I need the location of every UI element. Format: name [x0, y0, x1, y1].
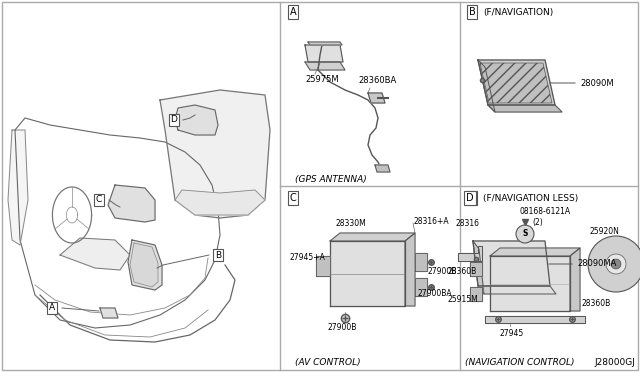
Text: (F/NAVIGATION): (F/NAVIGATION) — [483, 7, 553, 16]
Text: (AV CONTROL): (AV CONTROL) — [295, 358, 360, 367]
Polygon shape — [108, 185, 155, 222]
Text: A: A — [290, 7, 296, 17]
Polygon shape — [368, 93, 385, 103]
Text: (F/NAVIGATION LESS): (F/NAVIGATION LESS) — [483, 193, 579, 202]
Text: 28360BA: 28360BA — [358, 76, 396, 85]
Text: 28360B: 28360B — [448, 266, 477, 276]
Polygon shape — [415, 278, 427, 296]
Text: C: C — [290, 193, 296, 203]
Text: (2): (2) — [532, 218, 543, 228]
Polygon shape — [130, 243, 158, 287]
Polygon shape — [308, 42, 342, 45]
Text: (NAVIGATION CONTROL): (NAVIGATION CONTROL) — [465, 358, 575, 367]
Text: 28330M: 28330M — [335, 218, 365, 228]
Text: 27900B: 27900B — [328, 324, 357, 333]
Text: 28360B: 28360B — [582, 298, 611, 308]
Polygon shape — [330, 241, 405, 306]
Text: 27945+A: 27945+A — [290, 253, 326, 263]
Text: 25915M: 25915M — [448, 295, 479, 304]
Circle shape — [588, 236, 640, 292]
Text: B: B — [468, 7, 476, 17]
Polygon shape — [488, 105, 562, 112]
Text: B: B — [215, 250, 221, 260]
Circle shape — [606, 254, 626, 274]
Text: S: S — [522, 230, 528, 238]
Polygon shape — [330, 233, 415, 241]
Text: 25975M: 25975M — [305, 75, 339, 84]
Text: C: C — [96, 196, 102, 205]
Text: A: A — [49, 304, 55, 312]
Polygon shape — [478, 286, 556, 294]
Polygon shape — [305, 62, 345, 70]
Text: 27945: 27945 — [500, 328, 524, 337]
Text: B: B — [468, 193, 476, 203]
Text: D: D — [466, 193, 474, 203]
Polygon shape — [316, 256, 330, 276]
Polygon shape — [15, 118, 220, 328]
Polygon shape — [375, 165, 390, 172]
Polygon shape — [485, 316, 585, 323]
Polygon shape — [470, 287, 482, 301]
Polygon shape — [100, 308, 118, 318]
Polygon shape — [473, 241, 550, 286]
Polygon shape — [490, 248, 580, 256]
Polygon shape — [160, 90, 270, 218]
Text: (GPS ANTENNA): (GPS ANTENNA) — [295, 175, 367, 184]
Text: J28000GJ: J28000GJ — [594, 358, 635, 367]
Polygon shape — [458, 246, 482, 261]
Text: 08168-6121A: 08168-6121A — [520, 208, 571, 217]
Text: 28316+A: 28316+A — [413, 217, 449, 225]
Polygon shape — [8, 130, 28, 245]
Polygon shape — [60, 238, 130, 270]
Text: 25920N: 25920N — [590, 227, 620, 235]
Polygon shape — [570, 248, 580, 311]
Text: 27900B: 27900B — [427, 266, 456, 276]
Polygon shape — [480, 63, 552, 103]
Polygon shape — [470, 262, 482, 276]
Text: 28316: 28316 — [455, 219, 479, 228]
Circle shape — [611, 259, 621, 269]
Polygon shape — [478, 60, 555, 105]
Text: 28090MA: 28090MA — [577, 260, 616, 269]
Polygon shape — [128, 240, 162, 290]
Polygon shape — [478, 60, 495, 112]
Polygon shape — [305, 45, 343, 62]
Polygon shape — [175, 190, 265, 215]
Polygon shape — [175, 105, 218, 135]
Text: D: D — [171, 115, 177, 125]
Polygon shape — [415, 253, 427, 271]
Text: 27900BA: 27900BA — [417, 289, 452, 298]
Polygon shape — [473, 241, 484, 294]
Polygon shape — [490, 256, 570, 311]
Circle shape — [516, 225, 534, 243]
Text: 28090M: 28090M — [580, 78, 614, 87]
Polygon shape — [405, 233, 415, 306]
